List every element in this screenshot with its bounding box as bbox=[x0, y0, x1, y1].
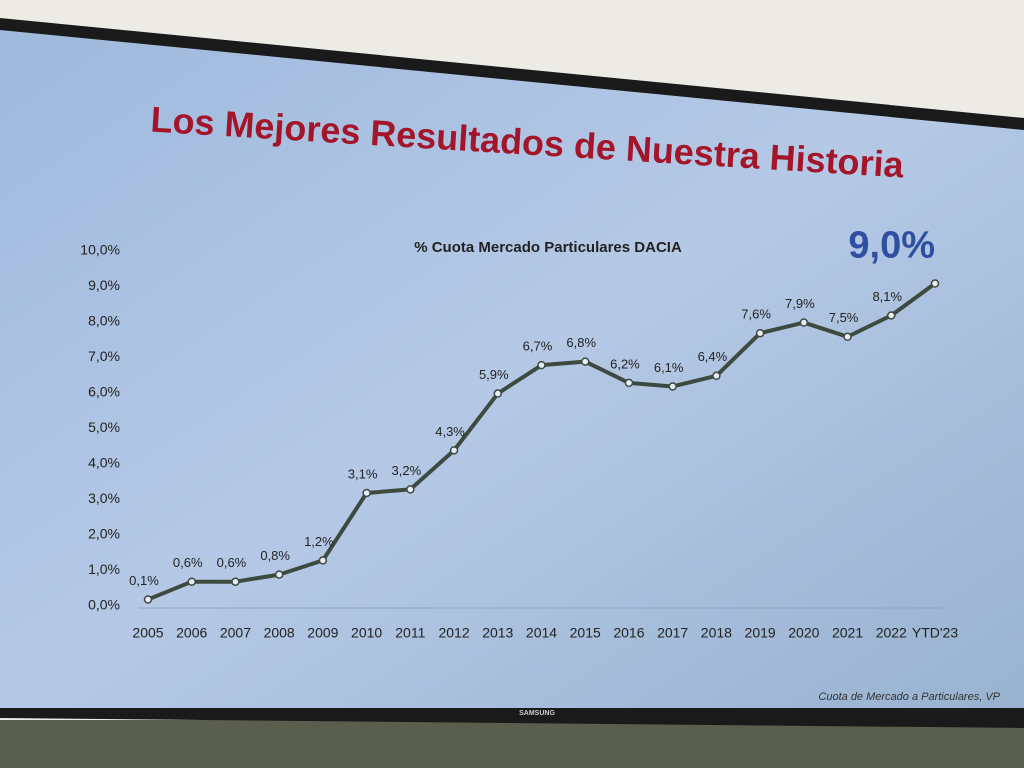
data-point bbox=[274, 570, 284, 579]
x-tick-label: 2005 bbox=[132, 625, 163, 641]
x-tick-label: 2007 bbox=[220, 625, 251, 641]
value-label: 6,8% bbox=[566, 335, 596, 350]
y-tick-label: 2,0% bbox=[88, 526, 120, 542]
value-label: 0,1% bbox=[129, 573, 159, 588]
value-label: 8,1% bbox=[872, 289, 902, 304]
highlight-label: 9,0% bbox=[848, 225, 935, 267]
x-tick-label: 2018 bbox=[701, 625, 732, 641]
footnote: Cuota de Mercado a Particulares, VP bbox=[818, 691, 1000, 703]
value-label: 0,8% bbox=[260, 548, 290, 563]
value-label: 6,2% bbox=[610, 356, 640, 371]
data-point bbox=[624, 378, 634, 388]
value-label: 3,1% bbox=[348, 466, 378, 481]
data-point bbox=[799, 318, 809, 327]
data-point bbox=[537, 360, 546, 370]
value-label: 7,6% bbox=[741, 307, 771, 322]
x-tick-label: 2019 bbox=[745, 625, 776, 641]
x-tick-label: 2008 bbox=[264, 625, 295, 641]
data-point bbox=[843, 332, 852, 341]
x-tick-label: 2020 bbox=[788, 625, 819, 641]
x-tick-label: 2022 bbox=[876, 625, 907, 641]
data-point bbox=[449, 446, 459, 455]
value-label: 7,9% bbox=[785, 296, 815, 311]
y-tick-label: 0,0% bbox=[88, 597, 120, 613]
data-point bbox=[406, 485, 415, 494]
data-point bbox=[580, 357, 590, 366]
data-point bbox=[362, 488, 371, 498]
data-point bbox=[930, 279, 940, 288]
x-tick-label: 2014 bbox=[526, 625, 557, 641]
x-tick-label: 2011 bbox=[395, 625, 425, 641]
value-label: 0,6% bbox=[217, 555, 247, 570]
value-label: 3,2% bbox=[392, 463, 422, 478]
y-tick-label: 9,0% bbox=[88, 277, 120, 293]
value-label: 1,2% bbox=[304, 534, 334, 549]
y-tick-label: 8,0% bbox=[88, 313, 120, 329]
y-tick-label: 10,0% bbox=[80, 242, 120, 258]
data-point bbox=[143, 595, 153, 604]
y-tick-label: 4,0% bbox=[88, 455, 120, 471]
brand-logo: SAMSUNG bbox=[519, 710, 555, 717]
x-tick-label: YTD'23 bbox=[912, 625, 958, 641]
value-label: 5,9% bbox=[479, 367, 509, 382]
value-label: 6,1% bbox=[654, 360, 684, 375]
y-tick-label: 1,0% bbox=[88, 561, 120, 577]
x-tick-label: 2016 bbox=[613, 625, 644, 641]
data-point bbox=[668, 382, 677, 391]
value-label: 6,4% bbox=[698, 349, 728, 364]
x-tick-label: 2017 bbox=[657, 625, 688, 641]
chart-subtitle: % Cuota Mercado Particulares DACIA bbox=[414, 239, 682, 256]
room-floor bbox=[0, 720, 1024, 768]
data-point bbox=[231, 577, 240, 586]
data-point bbox=[187, 577, 196, 586]
value-label: 6,7% bbox=[523, 339, 553, 354]
data-point bbox=[887, 311, 896, 320]
x-tick-label: 2015 bbox=[570, 625, 601, 641]
value-label: 4,3% bbox=[435, 424, 465, 439]
value-label: 0,6% bbox=[173, 555, 203, 570]
screen bbox=[0, 30, 1024, 708]
x-tick-label: 2010 bbox=[351, 625, 382, 641]
y-tick-label: 7,0% bbox=[88, 348, 120, 364]
y-tick-label: 3,0% bbox=[88, 490, 120, 506]
data-point bbox=[318, 556, 328, 565]
data-point bbox=[712, 371, 721, 381]
x-tick-label: 2021 bbox=[832, 625, 863, 641]
y-tick-label: 6,0% bbox=[88, 384, 120, 400]
x-tick-label: 2012 bbox=[438, 625, 469, 641]
value-label: 7,5% bbox=[829, 310, 859, 325]
x-tick-label: 2013 bbox=[482, 625, 513, 641]
y-tick-label: 5,0% bbox=[88, 419, 120, 435]
data-point bbox=[493, 389, 503, 398]
x-tick-label: 2006 bbox=[176, 625, 207, 641]
x-tick-label: 2009 bbox=[307, 625, 338, 641]
data-point bbox=[755, 328, 765, 338]
